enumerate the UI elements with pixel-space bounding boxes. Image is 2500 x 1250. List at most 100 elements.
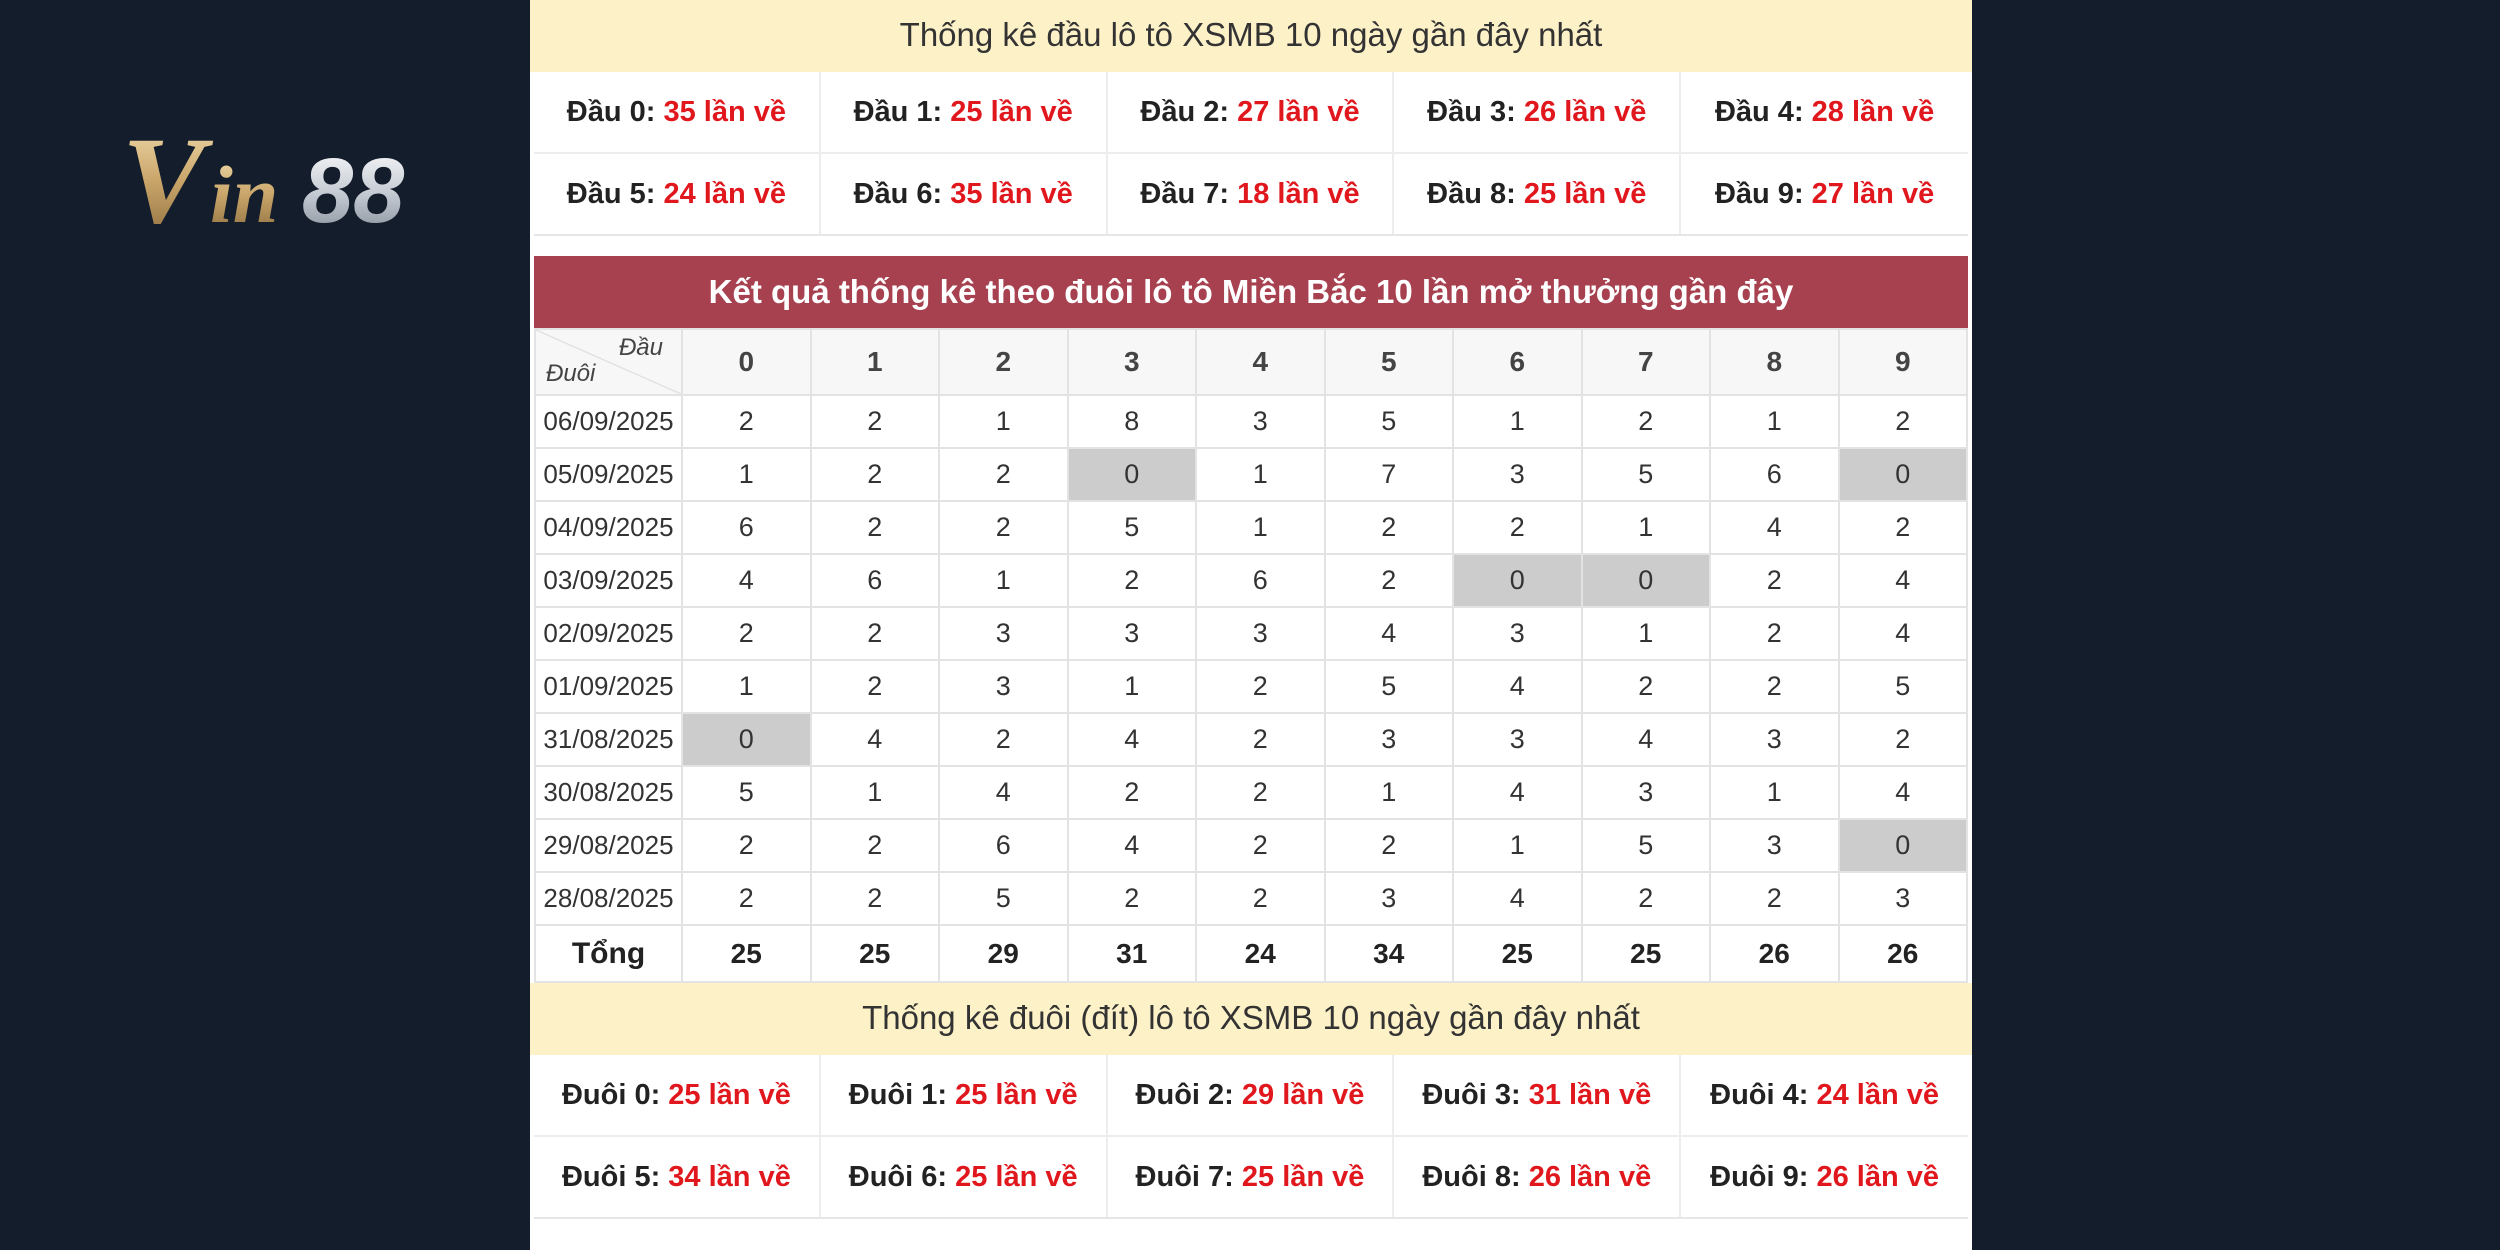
table-cell: 5 [1323, 394, 1454, 449]
table-row: 29/08/2025 2 2 6 4 2 2 1 5 3 0 [534, 818, 1968, 873]
corner-duoi-label: Đuôi [546, 360, 596, 387]
row-date: 06/09/2025 [534, 394, 683, 449]
tail-stat-label: Đuôi 4: [1710, 1079, 1809, 1111]
table-cell: 4 [1323, 606, 1454, 661]
tail-stat-item: Đuôi 5: 34 lần về [534, 1137, 821, 1217]
table-cell: 2 [681, 394, 812, 449]
row-date: 28/08/2025 [534, 871, 683, 926]
column-header: 3 [1066, 328, 1197, 396]
table-cell: 2 [938, 712, 1069, 767]
tail-stat-label: Đuôi 9: [1710, 1161, 1809, 1193]
total-label: Tổng [534, 924, 683, 983]
table-cell: 5 [938, 871, 1069, 926]
head-stat-value: 35 lần về [950, 178, 1073, 210]
table-cell: 2 [1195, 712, 1326, 767]
head-stat-item: Đầu 3: 26 lần về [1394, 72, 1682, 154]
table-cell: 7 [1323, 447, 1454, 502]
tail-stat-value: 29 lần về [1241, 1079, 1365, 1111]
table-row: 05/09/2025 1 2 2 0 1 7 3 5 6 0 [534, 447, 1968, 502]
head-stat-label: Đầu 3: [1427, 96, 1516, 128]
table-cell: 2 [1195, 765, 1326, 820]
head-stat-value: 35 lần về [663, 96, 787, 128]
head-stat-item: Đầu 5: 24 lần về [534, 154, 821, 234]
tail-stat-value: 25 lần về [955, 1161, 1078, 1193]
tail-stat-label: Đuôi 5: [561, 1161, 661, 1193]
table-cell: 1 [1066, 659, 1197, 714]
tail-stat-value: 25 lần về [1241, 1161, 1365, 1193]
corner-header: Đầu Đuôi [534, 328, 683, 396]
head-stat-label: Đầu 4: [1714, 96, 1804, 128]
table-row: 02/09/2025 2 2 3 3 3 4 3 1 2 4 [534, 606, 1968, 661]
total-cell: 25 [1452, 924, 1583, 983]
table-cell: 4 [1709, 500, 1840, 555]
table-cell: 2 [1580, 659, 1711, 714]
table-cell: 1 [681, 659, 812, 714]
table-cell: 2 [1580, 394, 1711, 449]
head-stat-item: Đầu 2: 27 lần về [1107, 72, 1395, 154]
head-stat-label: Đầu 6: [853, 178, 943, 210]
table-cell: 6 [1709, 447, 1840, 502]
table-cell: 0 [681, 712, 812, 767]
table-cell: 3 [938, 659, 1069, 714]
table-cell: 3 [1452, 712, 1583, 767]
head-stat-value: 28 lần về [1811, 96, 1935, 128]
total-cell: 25 [681, 924, 812, 983]
vin88-logo[interactable]: V in 88 [122, 118, 482, 233]
table-cell: 6 [938, 818, 1069, 873]
total-cell: 26 [1837, 924, 1968, 983]
row-date: 30/08/2025 [534, 765, 683, 820]
table-cell: 2 [809, 871, 940, 926]
tail-stat-item: Đuôi 9: 26 lần về [1681, 1137, 1968, 1217]
table-cell: 1 [1709, 765, 1840, 820]
svg-text:in: in [210, 149, 278, 233]
tail-stat-item: Đuôi 0: 25 lần về [534, 1055, 821, 1137]
head-stat-value: 24 lần về [663, 178, 787, 210]
table-cell: 2 [1195, 818, 1326, 873]
table-cell: 2 [1709, 606, 1840, 661]
head-stat-label: Đầu 1: [853, 96, 943, 128]
table-cell: 2 [809, 818, 940, 873]
table-cell: 5 [1580, 818, 1711, 873]
column-header: 7 [1580, 328, 1711, 396]
table-cell: 3 [1580, 765, 1711, 820]
head-stat-label: Đầu 7: [1140, 178, 1230, 210]
table-cell: 2 [809, 394, 940, 449]
table-cell: 2 [1323, 818, 1454, 873]
table-cell: 5 [681, 765, 812, 820]
table-row: 04/09/2025 6 2 2 5 1 2 2 1 4 2 [534, 500, 1968, 555]
total-cell: 31 [1066, 924, 1197, 983]
table-cell: 5 [1580, 447, 1711, 502]
total-cell: 25 [1580, 924, 1711, 983]
table-cell: 2 [681, 871, 812, 926]
tail-stat-label: Đuôi 3: [1422, 1079, 1521, 1111]
tail-stat-label: Đuôi 1: [848, 1079, 948, 1111]
head-stat-item: Đầu 9: 27 lần về [1681, 154, 1968, 234]
svg-text:88: 88 [302, 140, 405, 233]
table-cell: 3 [1452, 606, 1583, 661]
table-cell: 2 [809, 447, 940, 502]
table-cell: 2 [1580, 871, 1711, 926]
tail-stats-grid: Đuôi 0: 25 lần về Đuôi 1: 25 lần về Đuôi 2… [534, 1055, 1968, 1219]
table-cell: 5 [1066, 500, 1197, 555]
table-row: 03/09/2025 4 6 1 2 6 2 0 0 2 4 [534, 553, 1968, 608]
table-cell: 6 [681, 500, 812, 555]
table-cell: 3 [938, 606, 1069, 661]
table-cell: 4 [1837, 553, 1968, 608]
column-header: 5 [1323, 328, 1454, 396]
table-cell: 1 [681, 447, 812, 502]
row-date: 05/09/2025 [534, 447, 683, 502]
tail-stat-item: Đuôi 4: 24 lần về [1681, 1055, 1968, 1137]
row-date: 29/08/2025 [534, 818, 683, 873]
table-cell: 6 [1195, 553, 1326, 608]
table-cell: 4 [809, 712, 940, 767]
tail-stat-value: 31 lần về [1528, 1079, 1652, 1111]
table-cell: 2 [1709, 659, 1840, 714]
head-stat-value: 27 lần về [1237, 96, 1360, 128]
table-cell: 1 [1195, 500, 1326, 555]
table-cell: 1 [938, 394, 1069, 449]
row-date: 04/09/2025 [534, 500, 683, 555]
table-cell: 1 [1323, 765, 1454, 820]
column-header: 0 [681, 328, 812, 396]
total-cell: 26 [1709, 924, 1840, 983]
